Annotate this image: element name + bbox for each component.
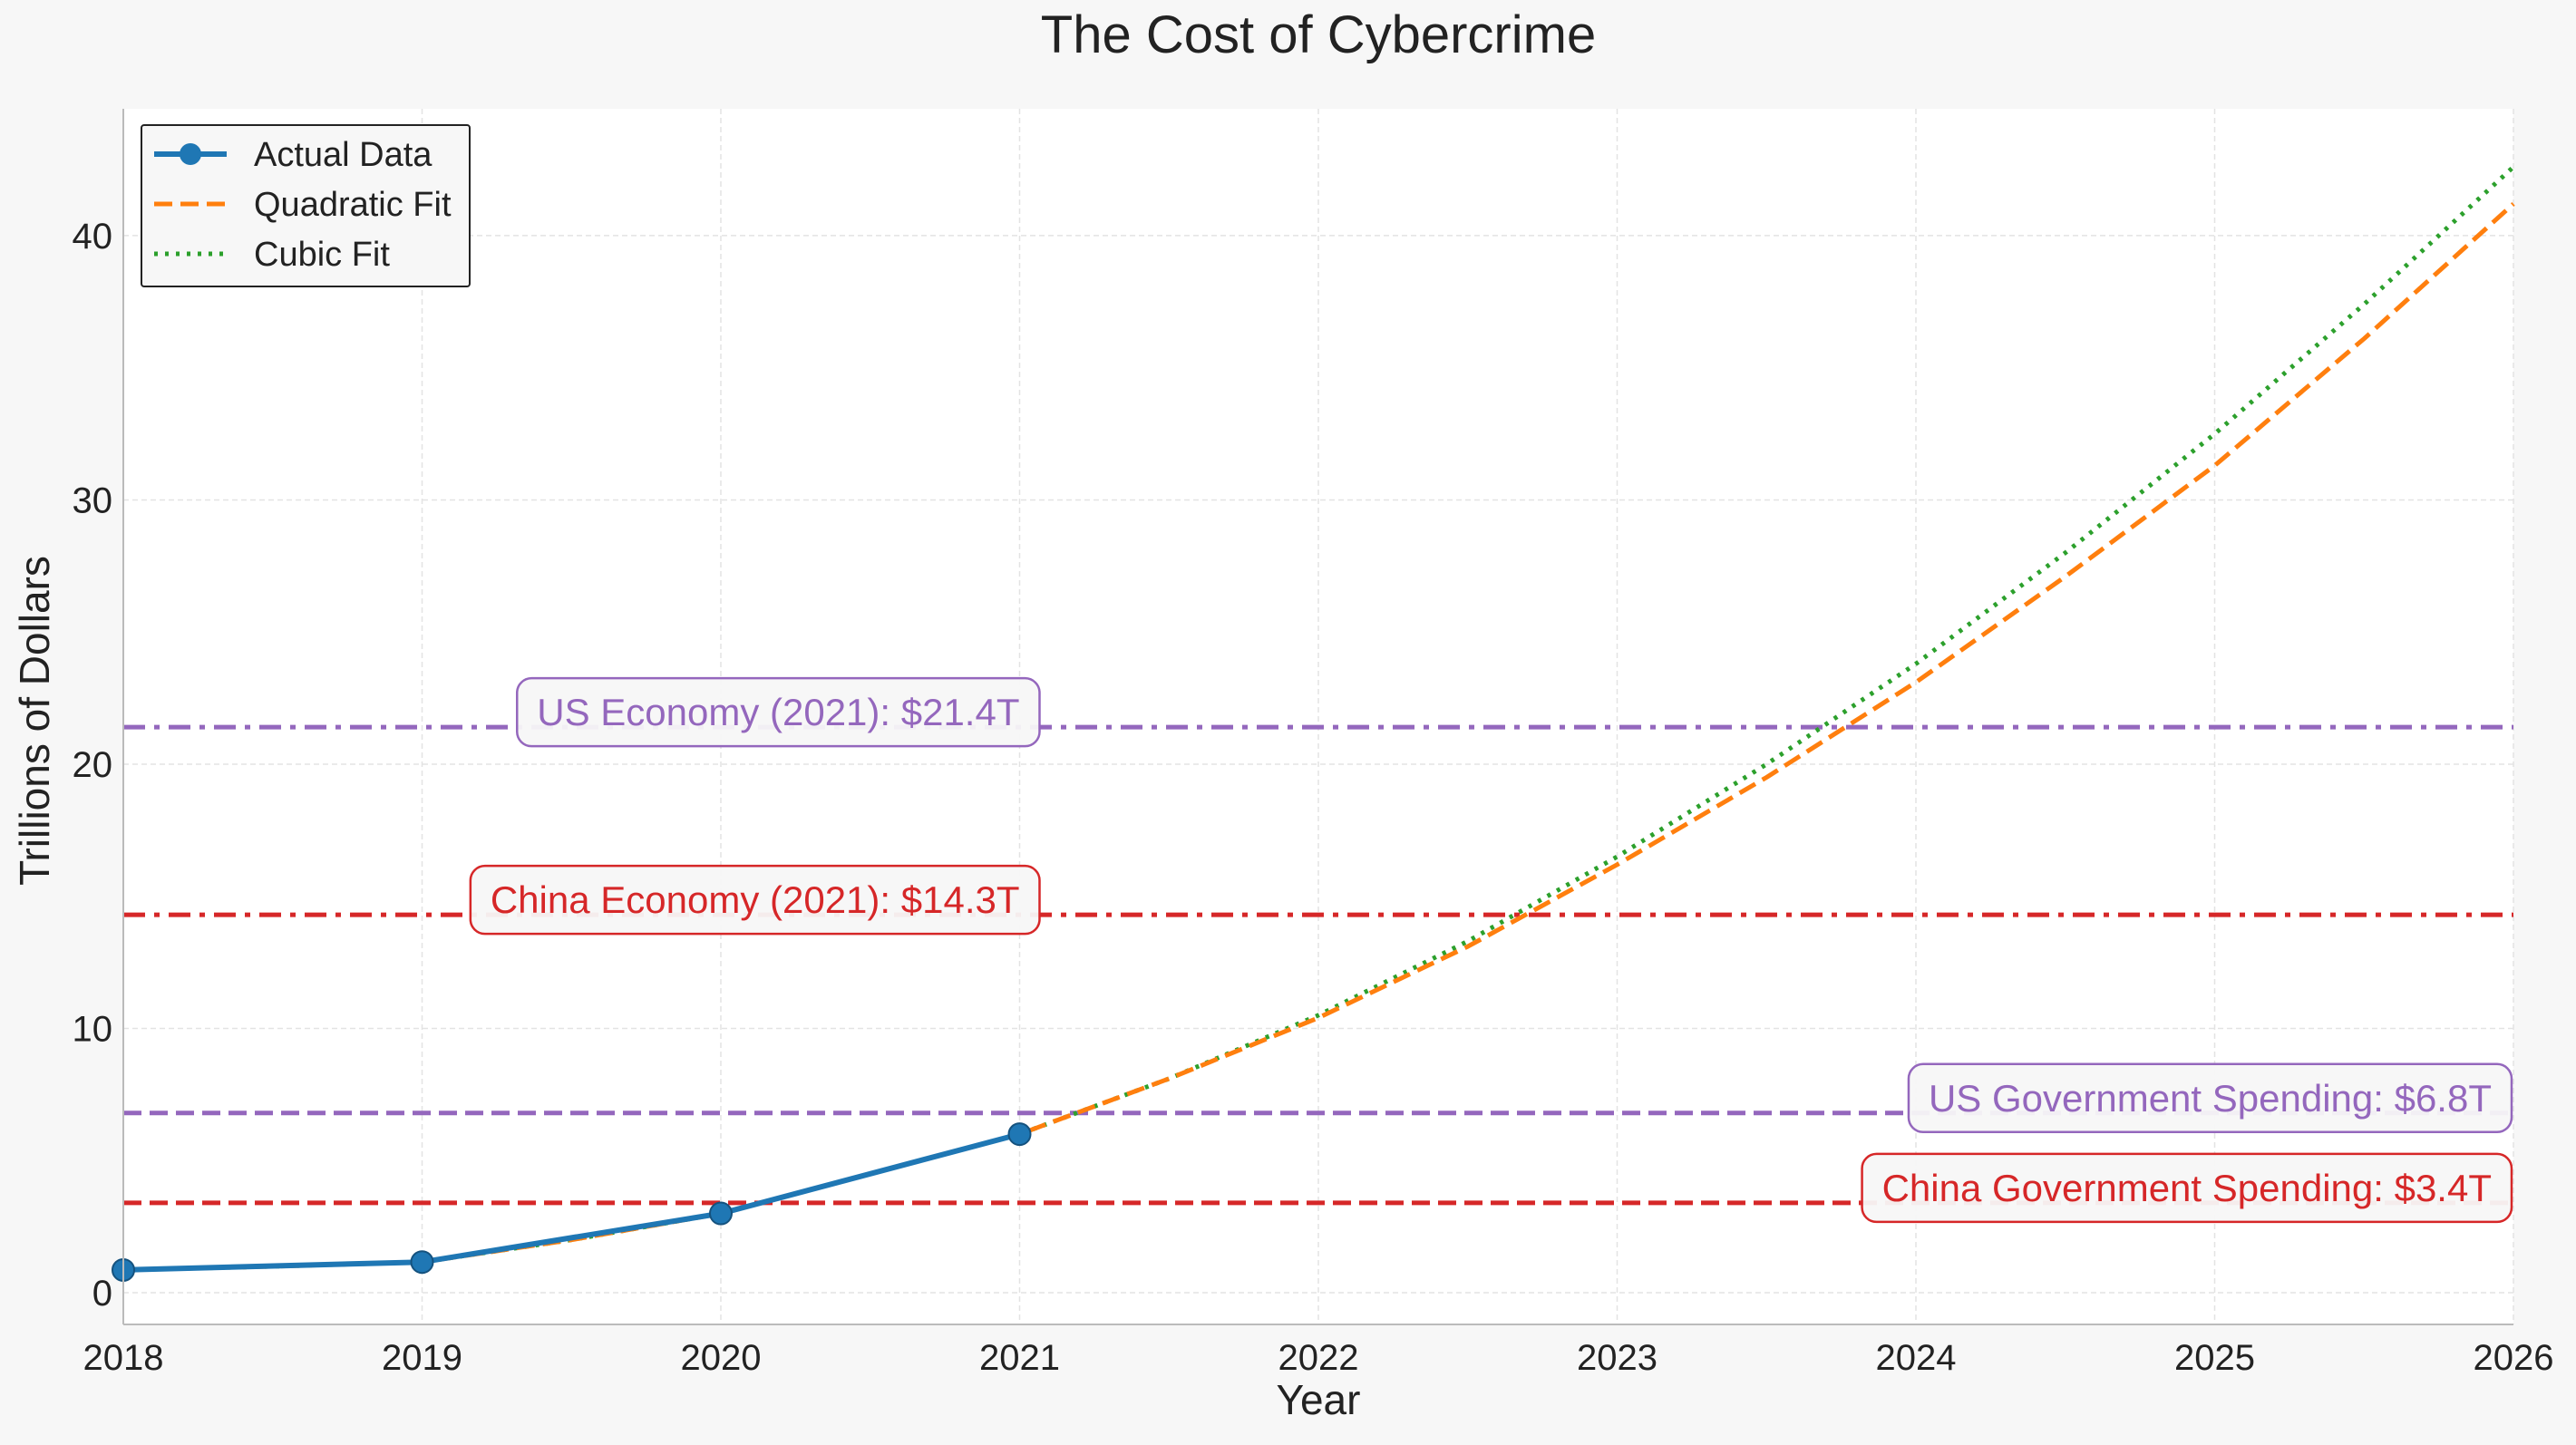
reference-label-text: China Government Spending: $3.4T	[1882, 1167, 2492, 1209]
x-tick-label: 2019	[382, 1338, 462, 1378]
x-tick-label: 2020	[681, 1338, 762, 1378]
grid	[122, 109, 2514, 1324]
reference-label-box	[469, 864, 1041, 936]
data-point	[410, 1250, 434, 1275]
reference-label-text: US Economy (2021): $21.4T	[537, 691, 1019, 733]
legend-label-2: Cubic Fit	[254, 236, 390, 274]
reference-label-3: China Government Spending: $3.4T	[1861, 1152, 2513, 1224]
x-tick-label: 2018	[83, 1338, 164, 1378]
data-point	[709, 1201, 733, 1226]
legend-label-1: Quadratic Fit	[254, 186, 452, 224]
series-line-0	[122, 1131, 1021, 1273]
x-axis-label: Year	[1277, 1376, 1361, 1423]
chart-title: The Cost of Cybercrime	[1041, 5, 1596, 64]
series-lines	[112, 165, 2515, 1282]
y-axis-label: Trillions of Dollars	[11, 556, 58, 886]
axes: 2018 2019 2020 2021 2022 2023 2024 2025 2026 0 10 2…	[73, 109, 2554, 1378]
reference-label-box	[1861, 1152, 2513, 1224]
x-tick-label: 2024	[1876, 1338, 1957, 1378]
legend-label-0: Actual Data	[254, 136, 433, 174]
series-line-2	[122, 165, 2515, 1273]
legend-box	[141, 124, 471, 287]
y-tick-label: 0	[92, 1274, 112, 1314]
legend: Actual Data Quadratic Fit Cubic Fit	[141, 124, 471, 287]
reference-label-box	[515, 676, 1041, 748]
reference-label-text: US Government Spending: $6.8T	[1929, 1077, 2492, 1120]
y-tick-label: 10	[73, 1009, 113, 1049]
x-tick-label: 2025	[2174, 1338, 2255, 1378]
x-tick-label: 2023	[1577, 1338, 1657, 1378]
x-tick-label: 2022	[1278, 1338, 1359, 1378]
data-point	[1007, 1122, 1032, 1147]
reference-labels: US Economy (2021): $21.4T China Economy (…	[469, 676, 2513, 1224]
reference-label-box	[1907, 1062, 2513, 1134]
x-tick-label: 2026	[2474, 1338, 2554, 1378]
reference-label-2: US Government Spending: $6.8T	[1907, 1062, 2513, 1134]
y-tick-label: 40	[73, 217, 113, 257]
reference-label-0: US Economy (2021): $21.4T	[515, 676, 1041, 748]
reference-label-1: China Economy (2021): $14.3T	[469, 864, 1041, 936]
y-tick-label: 30	[73, 480, 113, 520]
reference-label-text: China Economy (2021): $14.3T	[491, 878, 1020, 921]
x-tick-label: 2021	[979, 1338, 1060, 1378]
legend-marker	[180, 143, 201, 165]
y-tick-label: 20	[73, 745, 113, 785]
